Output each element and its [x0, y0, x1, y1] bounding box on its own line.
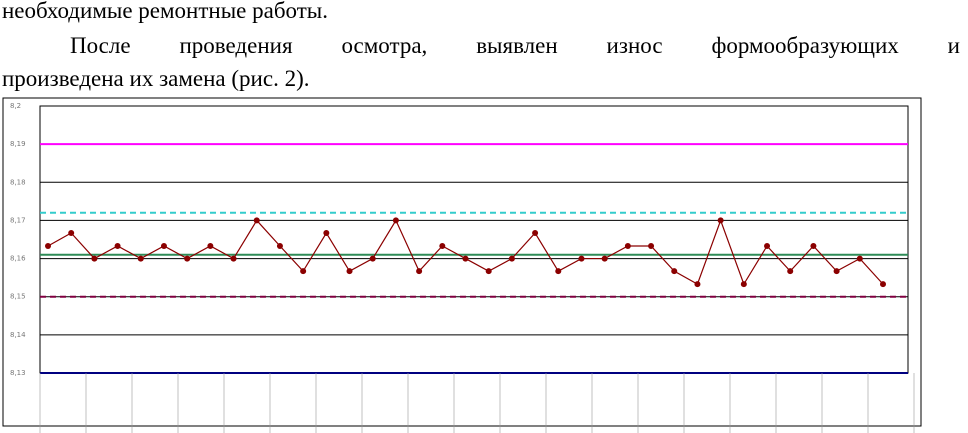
- data-point: [114, 242, 121, 249]
- data-point: [856, 255, 863, 262]
- data-point: [740, 281, 747, 288]
- data-point: [369, 255, 376, 262]
- data-point: [184, 255, 191, 262]
- data-point: [253, 217, 260, 224]
- data-point: [532, 230, 539, 237]
- data-point: [485, 268, 492, 275]
- data-point: [601, 255, 608, 262]
- data-point: [416, 268, 423, 275]
- data-point: [91, 255, 98, 262]
- data-point: [648, 242, 655, 249]
- data-point: [45, 242, 51, 249]
- data-point: [764, 242, 771, 249]
- data-point: [346, 268, 353, 275]
- y-tick-label: 8,14: [10, 331, 26, 339]
- data-point: [787, 268, 794, 275]
- data-point: [694, 281, 701, 288]
- data-point: [392, 217, 399, 224]
- text-line: После проведения осмотра, выявлен износ …: [70, 33, 960, 58]
- text-line: произведена их замена (рис. 2).: [2, 66, 310, 91]
- data-point: [276, 242, 283, 249]
- y-tick-label: 8,13: [10, 369, 26, 377]
- chart-frame: [2, 97, 922, 427]
- y-tick-label: 8,2: [10, 102, 21, 110]
- y-tick-label: 8,17: [10, 216, 26, 224]
- text-line: необходимые ремонтные работы.: [2, 0, 328, 23]
- data-point: [833, 268, 840, 275]
- data-point: [439, 242, 446, 249]
- data-point: [671, 268, 678, 275]
- data-point: [68, 230, 75, 237]
- y-tick-label: 8,19: [10, 140, 26, 148]
- data-point: [717, 217, 724, 224]
- y-tick-label: 8,18: [10, 178, 26, 186]
- data-point: [300, 268, 307, 275]
- data-point: [462, 255, 469, 262]
- data-point: [323, 230, 330, 237]
- data-point: [810, 242, 817, 249]
- data-point: [624, 242, 631, 249]
- data-point: [230, 255, 237, 262]
- data-point: [555, 268, 562, 275]
- data-point: [137, 255, 144, 262]
- data-point: [207, 242, 214, 249]
- data-point: [508, 255, 515, 262]
- data-point: [578, 255, 585, 262]
- data-point: [880, 281, 886, 288]
- data-point: [160, 242, 167, 249]
- y-tick-label: 8,15: [10, 293, 26, 301]
- y-tick-label: 8,16: [10, 255, 26, 263]
